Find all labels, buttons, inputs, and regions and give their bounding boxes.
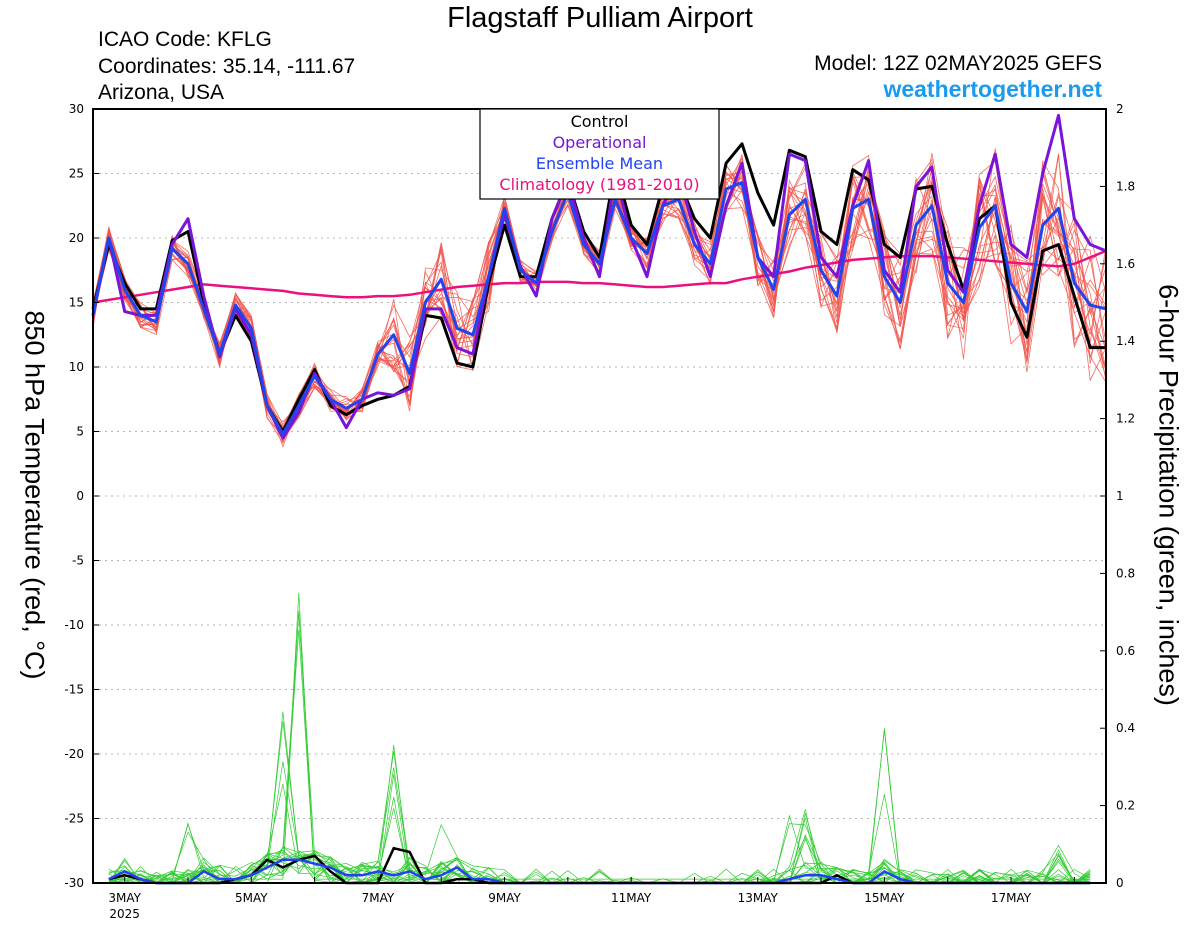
icao-code: ICAO Code: KFLG bbox=[98, 28, 272, 51]
precip-member-line bbox=[108, 612, 1091, 884]
x-tick-label: 13MAY bbox=[738, 891, 779, 905]
y-right-tick-label: 1.6 bbox=[1116, 257, 1135, 271]
precip-member-line bbox=[108, 721, 1091, 884]
y-left-tick-label: -10 bbox=[64, 618, 84, 632]
chart-title: Flagstaff Pulliam Airport bbox=[447, 2, 753, 34]
y-left-tick-label: -25 bbox=[64, 812, 84, 826]
temperature-member-line bbox=[92, 167, 1107, 442]
precip-member-line bbox=[108, 629, 1091, 884]
y-right-tick-label: 0.6 bbox=[1116, 644, 1135, 658]
precip-member-line bbox=[108, 592, 1091, 880]
y-right-tick-label: 2 bbox=[1116, 102, 1124, 116]
temperature-member-line bbox=[92, 160, 1107, 448]
y-left-tick-label: -5 bbox=[72, 554, 84, 568]
y-left-tick-label: -20 bbox=[64, 747, 84, 761]
x-tick-label: 15MAY bbox=[864, 891, 905, 905]
x-tick-label: 7MAY bbox=[362, 891, 395, 905]
y-right-tick-label: 1.4 bbox=[1116, 334, 1135, 348]
temperature-member-line bbox=[92, 166, 1107, 441]
coordinates: Coordinates: 35.14, -111.67 bbox=[98, 55, 356, 78]
y-right-tick-label: 0.2 bbox=[1116, 799, 1135, 813]
precip-member-line bbox=[108, 767, 1091, 884]
legend-entry: Climatology (1981-2010) bbox=[499, 175, 699, 194]
y-right-tick-label: 0.8 bbox=[1116, 566, 1135, 580]
y-left-tick-label: -30 bbox=[64, 876, 84, 890]
y-right-tick-label: 0 bbox=[1116, 876, 1124, 890]
temperature-member-line bbox=[92, 169, 1107, 433]
y-left-tick-label: 5 bbox=[76, 425, 84, 439]
x-tick-label: 11MAY bbox=[611, 891, 652, 905]
climatology-line bbox=[92, 249, 1107, 304]
ensemble-mean-line bbox=[91, 181, 1107, 436]
temperature-member-line bbox=[92, 173, 1107, 436]
temperature-member-line bbox=[92, 162, 1107, 429]
x-tick-label: 3MAY bbox=[108, 891, 141, 905]
legend-box bbox=[479, 108, 720, 200]
x-tick-label: 9MAY bbox=[488, 891, 521, 905]
y-right-tick-label: 1.8 bbox=[1116, 179, 1135, 193]
precip-member-line bbox=[108, 711, 1091, 884]
x-tick-label: 5MAY bbox=[235, 891, 268, 905]
website-link[interactable]: weathertogether.net bbox=[883, 76, 1102, 102]
legend-entry: Control bbox=[571, 112, 629, 131]
y-left-tick-label: 30 bbox=[69, 102, 84, 116]
precip-member-line bbox=[108, 730, 1091, 884]
y-right-tick-label: 1 bbox=[1116, 489, 1124, 503]
y-left-tick-label: 15 bbox=[69, 296, 84, 310]
y-right-tick-label: 0.4 bbox=[1116, 721, 1135, 735]
y-left-tick-label: 25 bbox=[69, 167, 84, 181]
y-left-tick-label: 0 bbox=[76, 489, 84, 503]
x-tick-sublabel: 2025 bbox=[109, 907, 140, 921]
y-right-tick-label: 1.2 bbox=[1116, 412, 1135, 426]
legend-entry: Operational bbox=[553, 133, 647, 152]
model-run: Model: 12Z 02MAY2025 GEFS bbox=[814, 52, 1102, 75]
region: Arizona, USA bbox=[98, 81, 225, 104]
y-left-tick-label: 20 bbox=[69, 231, 84, 245]
precip-member-line bbox=[108, 751, 1091, 884]
x-tick-label: 17MAY bbox=[991, 891, 1032, 905]
y-left-tick-label: -15 bbox=[64, 683, 84, 697]
precip-member-line bbox=[108, 823, 1091, 884]
y-left-tick-label: 10 bbox=[69, 360, 84, 374]
precip-member-line bbox=[108, 853, 1091, 884]
legend-entry: Ensemble Mean bbox=[536, 154, 663, 173]
precip-member-line bbox=[108, 610, 1091, 884]
